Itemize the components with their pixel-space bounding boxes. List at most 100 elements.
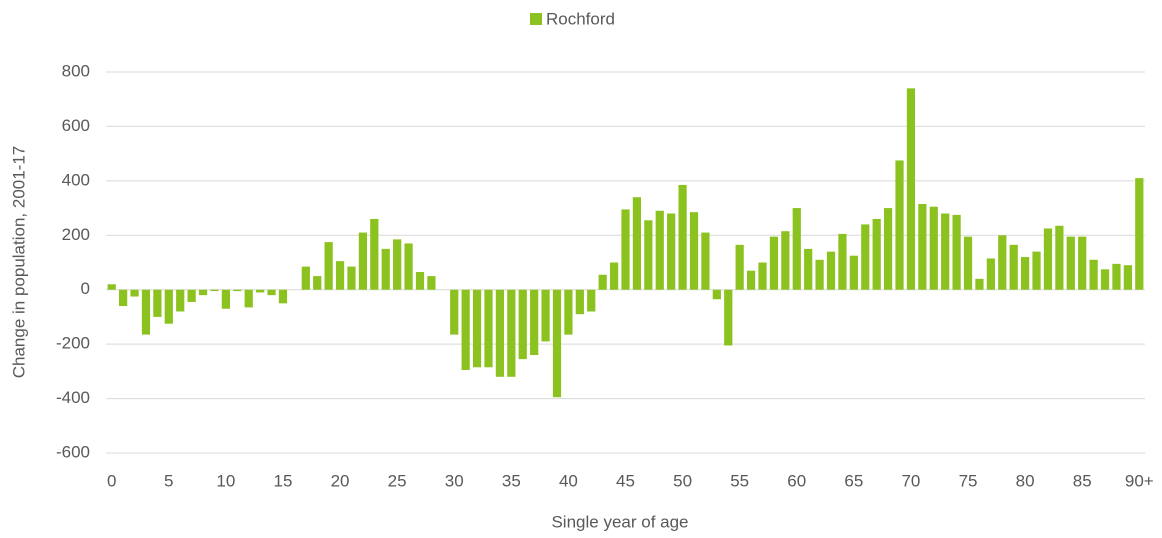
bar — [1123, 265, 1132, 290]
bar — [861, 224, 870, 290]
bar — [724, 289, 733, 346]
bar — [107, 284, 116, 290]
bar — [518, 289, 527, 360]
bar — [575, 289, 584, 315]
x-tick-label: 15 — [274, 471, 293, 490]
x-tick-label: 45 — [616, 471, 635, 490]
x-tick-label: 10 — [216, 471, 235, 490]
x-tick-label: 50 — [673, 471, 692, 490]
x-tick-label: 0 — [107, 471, 116, 490]
bar — [644, 220, 653, 290]
bar — [712, 289, 721, 300]
bar — [701, 232, 710, 290]
bar — [609, 262, 619, 290]
x-tick-label: 85 — [1073, 471, 1092, 490]
bar — [1043, 228, 1053, 290]
bar — [781, 231, 790, 290]
bar — [141, 289, 151, 335]
bar — [587, 289, 596, 312]
x-tick-label: 60 — [787, 471, 806, 490]
bar — [1078, 236, 1087, 290]
bar — [769, 236, 779, 290]
bar — [1100, 269, 1110, 290]
bar — [210, 289, 219, 292]
bar — [975, 278, 984, 290]
bar — [472, 289, 482, 368]
x-tick-label: 65 — [844, 471, 863, 490]
bar — [495, 289, 505, 377]
bar — [324, 242, 333, 290]
bar — [381, 248, 390, 290]
bar — [541, 289, 550, 342]
bar — [883, 208, 893, 290]
bar — [918, 203, 927, 290]
bar — [895, 160, 904, 290]
bar — [838, 233, 847, 290]
y-tick-label: 400 — [62, 170, 90, 189]
bar — [804, 248, 813, 290]
bar — [484, 289, 493, 368]
y-tick-label: -200 — [56, 334, 90, 353]
y-tick-label: 0 — [81, 279, 90, 298]
bar — [963, 236, 973, 290]
x-axis-label: Single year of age — [551, 512, 688, 531]
bar — [1089, 259, 1098, 290]
bar — [1032, 251, 1041, 290]
x-tick-label: 20 — [331, 471, 350, 490]
bar — [130, 289, 139, 297]
bar — [358, 232, 368, 290]
bar — [598, 274, 607, 290]
bar — [941, 213, 950, 290]
bar — [1112, 263, 1121, 290]
bar — [998, 235, 1007, 290]
x-tick-label: 5 — [164, 471, 173, 490]
bar — [746, 270, 756, 290]
x-tick-label: 35 — [502, 471, 521, 490]
bar — [347, 266, 356, 290]
y-axis-label: Change in population, 2001-17 — [9, 146, 28, 379]
bar — [758, 262, 767, 290]
bar — [632, 197, 642, 290]
bar — [735, 244, 744, 290]
x-tick-label: 70 — [901, 471, 920, 490]
y-tick-label: 800 — [62, 61, 90, 80]
legend-label: Rochford — [546, 9, 615, 28]
x-tick-label: 25 — [388, 471, 407, 490]
bar — [792, 208, 801, 290]
x-tick-label: 30 — [445, 471, 464, 490]
bar — [153, 289, 162, 317]
bar — [461, 289, 470, 370]
bar — [233, 289, 242, 292]
bar — [678, 184, 687, 290]
legend-swatch — [530, 13, 542, 25]
bar — [986, 258, 995, 290]
bar — [221, 289, 230, 309]
bar — [826, 251, 836, 290]
bar — [450, 289, 459, 335]
x-tick-label: 75 — [959, 471, 978, 490]
bar — [198, 289, 208, 296]
bar — [929, 206, 938, 290]
bar — [187, 289, 196, 302]
bar — [301, 266, 310, 290]
bar — [872, 218, 881, 290]
bar — [278, 289, 288, 304]
bar — [370, 218, 379, 290]
bar — [335, 261, 345, 290]
bar — [404, 243, 413, 290]
bar — [849, 255, 858, 290]
bar — [1021, 257, 1030, 290]
bar — [1055, 225, 1064, 290]
bar — [313, 276, 322, 290]
bar — [176, 289, 185, 312]
bar — [621, 209, 630, 290]
bar — [427, 276, 436, 290]
bar — [667, 213, 676, 290]
y-tick-label: 200 — [62, 225, 90, 244]
bar — [815, 259, 824, 290]
y-tick-label: 600 — [62, 116, 90, 135]
bar — [952, 214, 961, 290]
x-tick-label: 55 — [730, 471, 749, 490]
bar — [393, 239, 402, 290]
